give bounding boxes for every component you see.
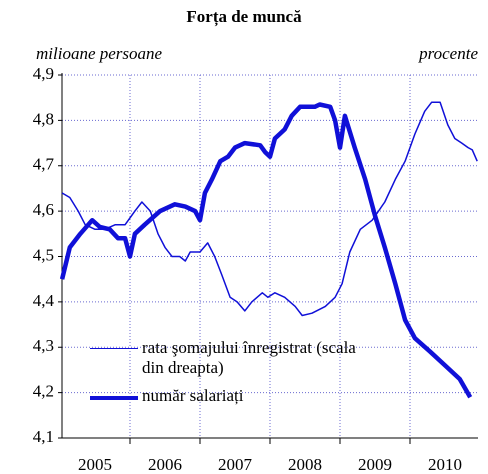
legend-label: rata şomajului înregistrat (scala din dr…	[142, 338, 356, 377]
legend-swatch	[90, 396, 138, 400]
y-tick-label: 4,1	[33, 427, 54, 446]
x-tick-label: 2009	[358, 455, 392, 474]
x-tick-label: 2006	[148, 455, 182, 474]
x-tick-label: 2007	[218, 455, 253, 474]
line-series	[61, 101, 478, 317]
y2-axis-label: procente	[418, 44, 478, 63]
x-tick-label: 2008	[288, 455, 322, 474]
legend-label: număr salariați	[142, 386, 244, 405]
y-tick-label: 4,4	[33, 291, 55, 310]
line-series	[59, 102, 473, 399]
y-tick-label: 4,9	[33, 64, 54, 83]
y-tick-label: 4,2	[33, 382, 54, 401]
y-tick-label: 4,6	[33, 200, 54, 219]
y-tick-label: 4,3	[33, 336, 54, 355]
y-tick-label: 4,8	[33, 109, 54, 128]
y-tick-label: 4,5	[33, 245, 54, 264]
x-tick-label: 2010	[428, 455, 462, 474]
chart-title: Forța de muncă	[186, 7, 302, 27]
y-axis-label: milioane persoane	[36, 44, 163, 63]
legend-item: număr salariați	[90, 386, 390, 406]
y-tick-label: 4,7	[33, 155, 55, 174]
x-tick-label: 2005	[78, 455, 112, 474]
legend-swatch	[90, 348, 138, 349]
legend-item: rata şomajului înregistrat (scala din dr…	[90, 338, 390, 378]
